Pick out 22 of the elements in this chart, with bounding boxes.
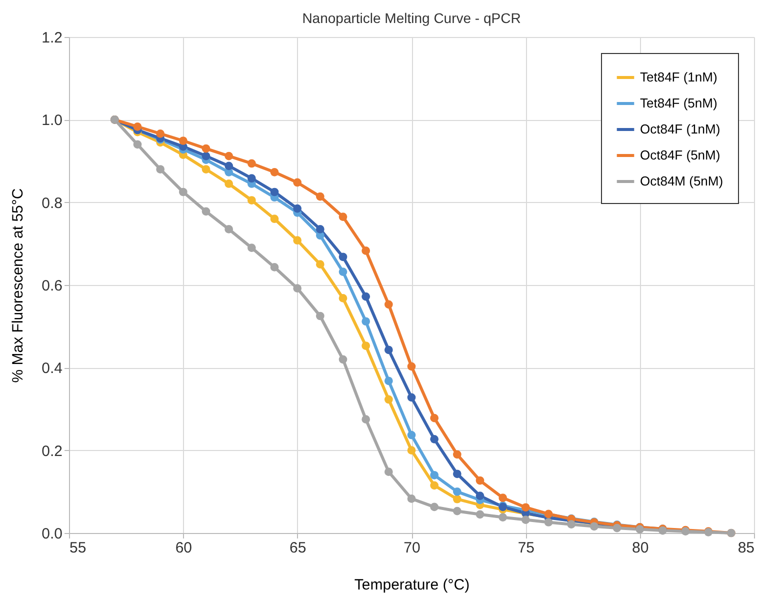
legend-label: Tet84F (1nM) [640,70,718,84]
y-axis-title: % Max Fluorescence at 55°C [10,188,27,383]
x-tick-label: 75 [518,540,535,556]
legend-label: Oct84F (5nM) [640,148,720,162]
y-tick-label: 0.8 [42,194,62,212]
x-tick-label: 85 [738,540,754,556]
y-tick-label: 0.4 [42,360,62,378]
legend-label: Tet84F (5nM) [640,96,718,110]
x-tick-label: 65 [289,540,306,556]
y-tick-label: 0.6 [42,278,62,294]
x-tick-label: 60 [175,540,192,556]
x-tick-label: 80 [632,540,649,556]
x-axis-title: Temperature (°C) [354,576,470,594]
y-tick-label: 1.0 [42,112,62,130]
legend-label: Oct84F (1nM) [640,122,720,136]
legend-label: Oct84M (5nM) [640,174,724,188]
x-tick-label: 70 [404,540,420,556]
chart-title: Nanoparticle Melting Curve - qPCR [302,10,521,26]
y-tick-label: 0.2 [42,442,62,460]
y-tick-label: 0.0 [42,526,62,542]
y-tick-label: 1.2 [42,30,62,46]
x-tick-label: 55 [70,540,86,556]
